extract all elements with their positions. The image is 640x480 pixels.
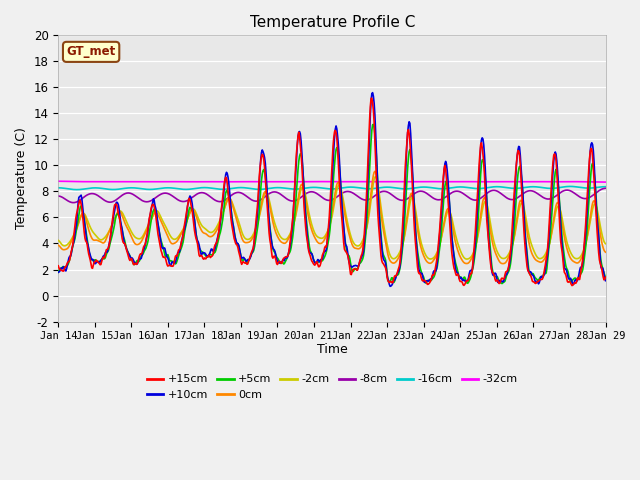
+5cm bbox=[121, 237, 129, 243]
+15cm bbox=[568, 283, 576, 288]
0cm bbox=[602, 249, 609, 255]
Title: Temperature Profile C: Temperature Profile C bbox=[250, 15, 415, 30]
-16cm bbox=[566, 183, 574, 189]
+10cm bbox=[369, 90, 376, 96]
+15cm bbox=[205, 252, 213, 258]
X-axis label: Time: Time bbox=[317, 343, 348, 356]
0cm bbox=[121, 219, 129, 225]
0cm bbox=[371, 168, 379, 174]
-8cm bbox=[206, 193, 214, 199]
Line: -8cm: -8cm bbox=[58, 188, 605, 203]
Line: +15cm: +15cm bbox=[58, 98, 605, 286]
+5cm bbox=[205, 252, 213, 258]
-16cm bbox=[602, 184, 609, 190]
+5cm bbox=[369, 121, 377, 127]
+10cm bbox=[602, 278, 609, 284]
+15cm bbox=[176, 246, 184, 252]
-2cm bbox=[399, 240, 407, 245]
+10cm bbox=[121, 240, 129, 246]
-16cm bbox=[54, 185, 62, 191]
-16cm bbox=[415, 184, 423, 190]
-32cm bbox=[415, 179, 422, 184]
+15cm bbox=[121, 240, 129, 246]
+10cm bbox=[387, 284, 394, 289]
+10cm bbox=[416, 269, 424, 275]
+10cm bbox=[176, 247, 184, 253]
+5cm bbox=[602, 275, 609, 280]
0cm bbox=[176, 233, 184, 239]
+10cm bbox=[54, 269, 62, 275]
+10cm bbox=[65, 258, 72, 264]
-8cm bbox=[122, 191, 129, 196]
-8cm bbox=[415, 189, 423, 194]
-2cm bbox=[176, 231, 184, 237]
-32cm bbox=[399, 179, 406, 185]
+15cm bbox=[367, 96, 375, 101]
0cm bbox=[65, 245, 72, 251]
-16cm bbox=[206, 185, 214, 191]
-8cm bbox=[70, 200, 77, 205]
-2cm bbox=[372, 174, 380, 180]
-16cm bbox=[399, 186, 407, 192]
-2cm bbox=[65, 241, 72, 247]
0cm bbox=[415, 236, 423, 241]
-32cm bbox=[65, 179, 72, 184]
-32cm bbox=[54, 179, 62, 184]
+15cm bbox=[415, 271, 423, 276]
-8cm bbox=[65, 198, 72, 204]
-2cm bbox=[54, 238, 62, 243]
+5cm bbox=[399, 240, 407, 246]
+15cm bbox=[65, 259, 72, 265]
0cm bbox=[205, 233, 213, 239]
-8cm bbox=[54, 193, 62, 199]
Y-axis label: Temperature (C): Temperature (C) bbox=[15, 128, 28, 229]
-2cm bbox=[121, 214, 129, 220]
-8cm bbox=[399, 197, 407, 203]
-32cm bbox=[176, 179, 184, 185]
+10cm bbox=[400, 210, 408, 216]
Legend: +15cm, +10cm, +5cm, 0cm, -2cm, -8cm, -16cm, -32cm: +15cm, +10cm, +5cm, 0cm, -2cm, -8cm, -16… bbox=[142, 370, 522, 405]
-16cm bbox=[65, 186, 72, 192]
-2cm bbox=[205, 229, 213, 235]
-16cm bbox=[73, 187, 81, 192]
+5cm bbox=[54, 269, 62, 275]
0cm bbox=[54, 242, 62, 248]
Line: -2cm: -2cm bbox=[58, 177, 605, 259]
-32cm bbox=[205, 179, 213, 185]
0cm bbox=[499, 261, 507, 266]
-8cm bbox=[602, 185, 609, 191]
-8cm bbox=[177, 198, 185, 204]
+5cm bbox=[176, 249, 184, 254]
Line: +10cm: +10cm bbox=[58, 93, 605, 287]
Line: 0cm: 0cm bbox=[58, 171, 605, 264]
-16cm bbox=[122, 185, 129, 191]
+10cm bbox=[205, 252, 213, 258]
-32cm bbox=[602, 179, 609, 185]
+5cm bbox=[65, 261, 72, 267]
+5cm bbox=[498, 281, 506, 287]
-16cm bbox=[177, 186, 185, 192]
Line: +5cm: +5cm bbox=[58, 124, 605, 284]
+15cm bbox=[54, 263, 62, 269]
Line: -32cm: -32cm bbox=[58, 181, 605, 182]
-2cm bbox=[463, 256, 471, 262]
-32cm bbox=[121, 179, 129, 185]
+15cm bbox=[602, 274, 609, 280]
-2cm bbox=[415, 230, 423, 236]
-2cm bbox=[602, 241, 609, 247]
+5cm bbox=[415, 258, 423, 264]
0cm bbox=[399, 241, 407, 247]
+15cm bbox=[399, 214, 407, 219]
Text: GT_met: GT_met bbox=[67, 46, 116, 59]
Line: -16cm: -16cm bbox=[58, 186, 605, 190]
